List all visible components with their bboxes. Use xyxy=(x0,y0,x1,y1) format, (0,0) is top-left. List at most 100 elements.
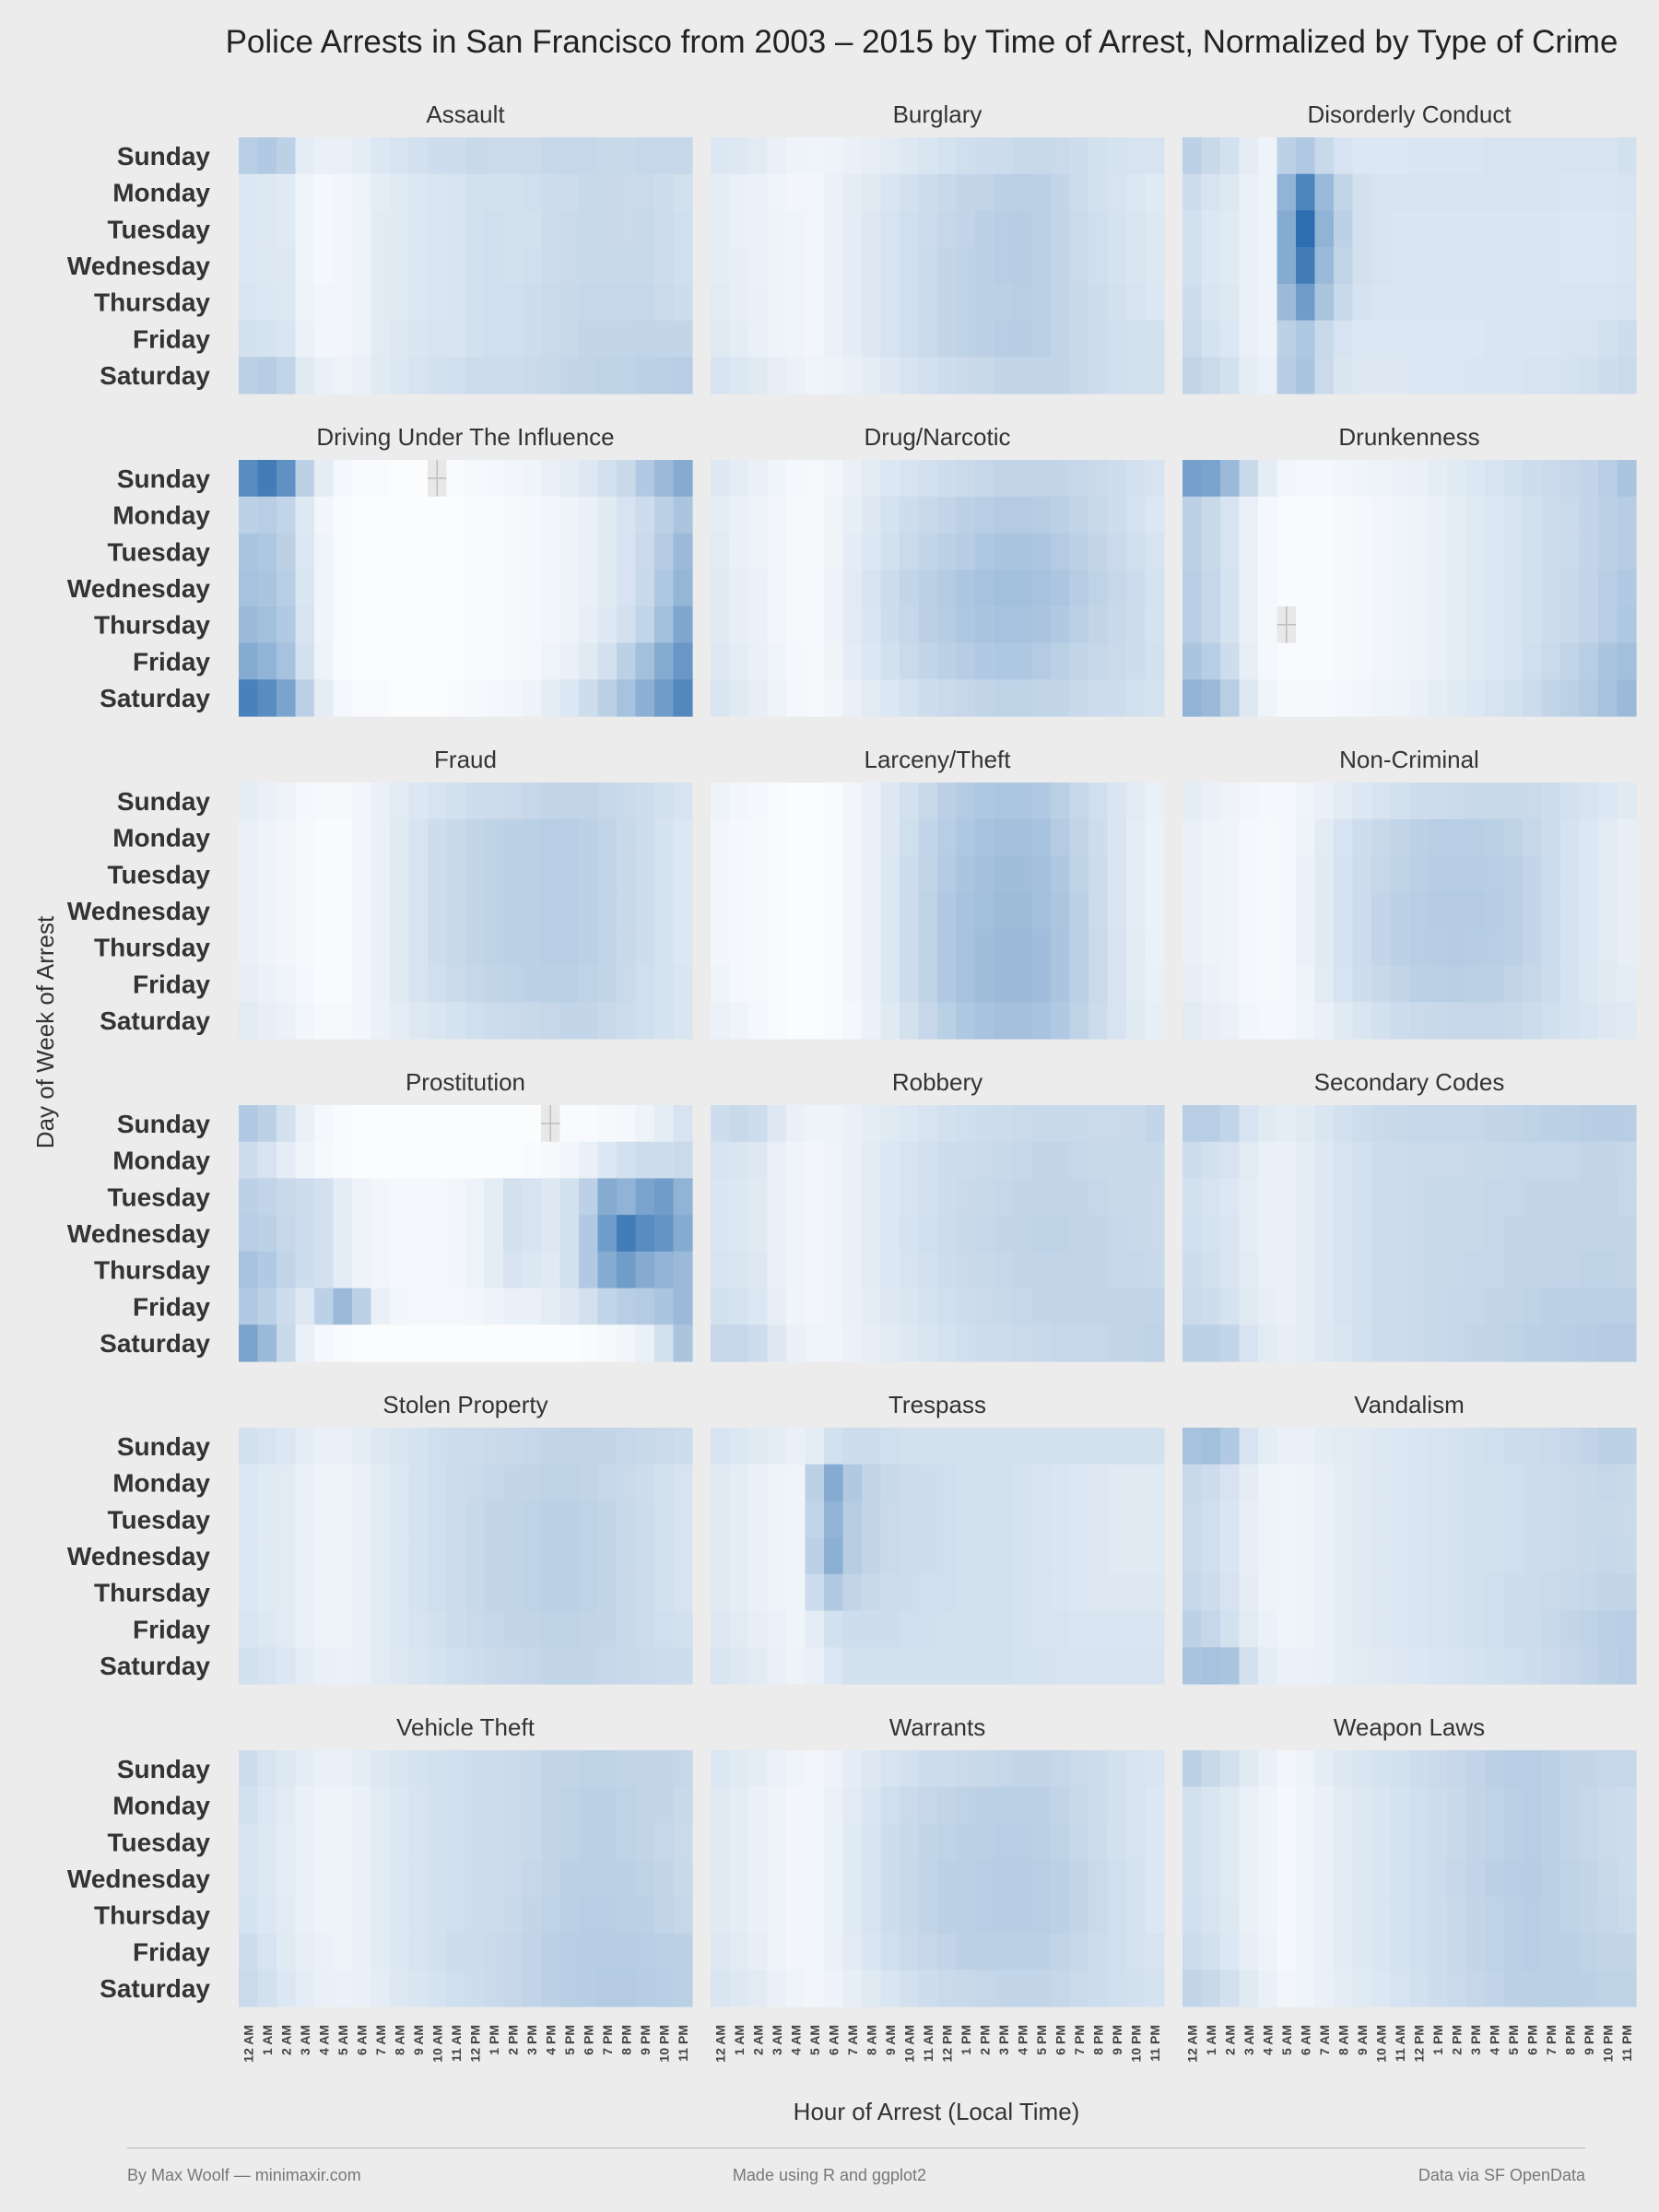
heat-cell xyxy=(1107,1215,1127,1253)
heat-cell xyxy=(371,533,391,571)
heat-cell xyxy=(1541,1933,1561,1971)
heat-cell xyxy=(465,606,486,644)
heat-cell xyxy=(257,1178,277,1216)
heat-cell xyxy=(1088,855,1109,893)
heat-cell xyxy=(1334,855,1354,893)
heat-cell xyxy=(937,855,958,893)
heat-cell xyxy=(654,1970,675,2007)
heat-cell xyxy=(597,1970,618,2007)
heat-cell xyxy=(295,1428,315,1465)
heat-cell xyxy=(314,1647,335,1685)
heat-cell xyxy=(333,1002,353,1040)
heat-cell xyxy=(428,928,448,967)
heat-cell xyxy=(333,1178,353,1216)
heat-cell xyxy=(1107,1573,1127,1612)
heat-cell xyxy=(579,1141,599,1180)
heat-cell xyxy=(729,460,749,498)
heat-cell xyxy=(900,1610,920,1648)
heat-cell xyxy=(918,928,938,967)
heat-cell xyxy=(1088,679,1109,717)
heat-cell xyxy=(1314,818,1335,857)
heat-cell xyxy=(522,496,542,535)
heat-cell xyxy=(390,460,410,498)
heat-cell xyxy=(408,533,429,571)
heat-cell xyxy=(257,1647,277,1685)
heat-cell xyxy=(314,1537,335,1575)
heat-cell xyxy=(1051,173,1071,212)
heat-cell xyxy=(1182,173,1203,212)
heat-cell xyxy=(617,782,637,820)
heat-cell xyxy=(1447,928,1467,967)
heat-cell xyxy=(767,173,787,212)
heat-cell xyxy=(1277,1324,1297,1362)
facet-title: Larceny/Theft xyxy=(865,746,1012,773)
heat-cell xyxy=(1031,1428,1052,1465)
heat-cell xyxy=(1126,357,1147,394)
x-tick-label: 5 AM xyxy=(807,2025,822,2055)
heat-cell xyxy=(1051,1464,1071,1502)
heat-cell xyxy=(1051,928,1071,967)
heat-cell xyxy=(1428,137,1448,175)
heat-cell xyxy=(994,928,1014,967)
facet-disorderly-conduct: Disorderly Conduct xyxy=(1182,100,1637,394)
heat-cell xyxy=(635,1933,655,1971)
heat-cell xyxy=(1031,1500,1052,1538)
x-tick-label: 2 PM xyxy=(505,2025,520,2055)
heat-cell xyxy=(1541,460,1561,498)
x-tick-label: 7 AM xyxy=(373,2025,388,2055)
heat-cell xyxy=(805,892,825,930)
heat-cell xyxy=(295,1573,315,1612)
heat-cell xyxy=(900,1141,920,1180)
heat-cell xyxy=(1465,1970,1486,2007)
heat-cell xyxy=(1371,1860,1392,1898)
heat-cell xyxy=(352,210,372,248)
x-tick-label: 11 PM xyxy=(1147,2025,1162,2062)
heat-cell xyxy=(1390,283,1410,322)
heat-cell xyxy=(1258,782,1278,820)
heat-cell xyxy=(1579,283,1599,322)
heat-cell xyxy=(1352,1933,1372,1971)
heat-cell xyxy=(522,1823,542,1861)
heat-cell xyxy=(786,570,806,607)
heat-cell xyxy=(333,210,353,248)
heat-cell xyxy=(1371,679,1392,717)
heat-cell xyxy=(1126,1537,1147,1575)
heat-cell xyxy=(994,782,1014,820)
heat-cell xyxy=(1314,173,1335,212)
heat-cell xyxy=(1541,1500,1561,1538)
heat-cell xyxy=(1201,1215,1221,1253)
heat-cell xyxy=(767,1933,787,1971)
heat-cell xyxy=(408,1896,429,1935)
heat-cell xyxy=(654,1178,675,1216)
heat-cell xyxy=(1579,1105,1599,1143)
heat-cell xyxy=(559,1002,580,1040)
heat-cell xyxy=(579,357,599,394)
heat-cell xyxy=(559,1573,580,1612)
heat-cell xyxy=(711,642,731,680)
heat-cell xyxy=(1409,1324,1430,1362)
heat-cell xyxy=(295,679,315,717)
heat-cell xyxy=(842,1896,863,1935)
heat-cell xyxy=(635,1251,655,1289)
heat-cell xyxy=(314,1428,335,1465)
heat-cell xyxy=(1258,247,1278,285)
heat-cell xyxy=(900,247,920,285)
heat-cell xyxy=(579,1933,599,1971)
heat-cell xyxy=(654,320,675,358)
heat-cell xyxy=(975,137,995,175)
heat-cell xyxy=(1447,1786,1467,1825)
heat-cell xyxy=(956,1105,976,1143)
heat-cell xyxy=(1051,1647,1071,1685)
heat-cell xyxy=(1126,1251,1147,1289)
heat-cell xyxy=(1371,1251,1392,1289)
heat-cell xyxy=(994,1860,1014,1898)
heat-cell xyxy=(1579,1141,1599,1180)
heat-cell xyxy=(1314,1610,1335,1648)
heat-cell xyxy=(937,1464,958,1502)
heat-cell xyxy=(597,606,618,644)
heat-cell xyxy=(408,1933,429,1971)
heat-cell xyxy=(729,1464,749,1502)
heat-cell xyxy=(805,1141,825,1180)
heat-cell xyxy=(805,357,825,394)
heat-cell xyxy=(994,642,1014,680)
